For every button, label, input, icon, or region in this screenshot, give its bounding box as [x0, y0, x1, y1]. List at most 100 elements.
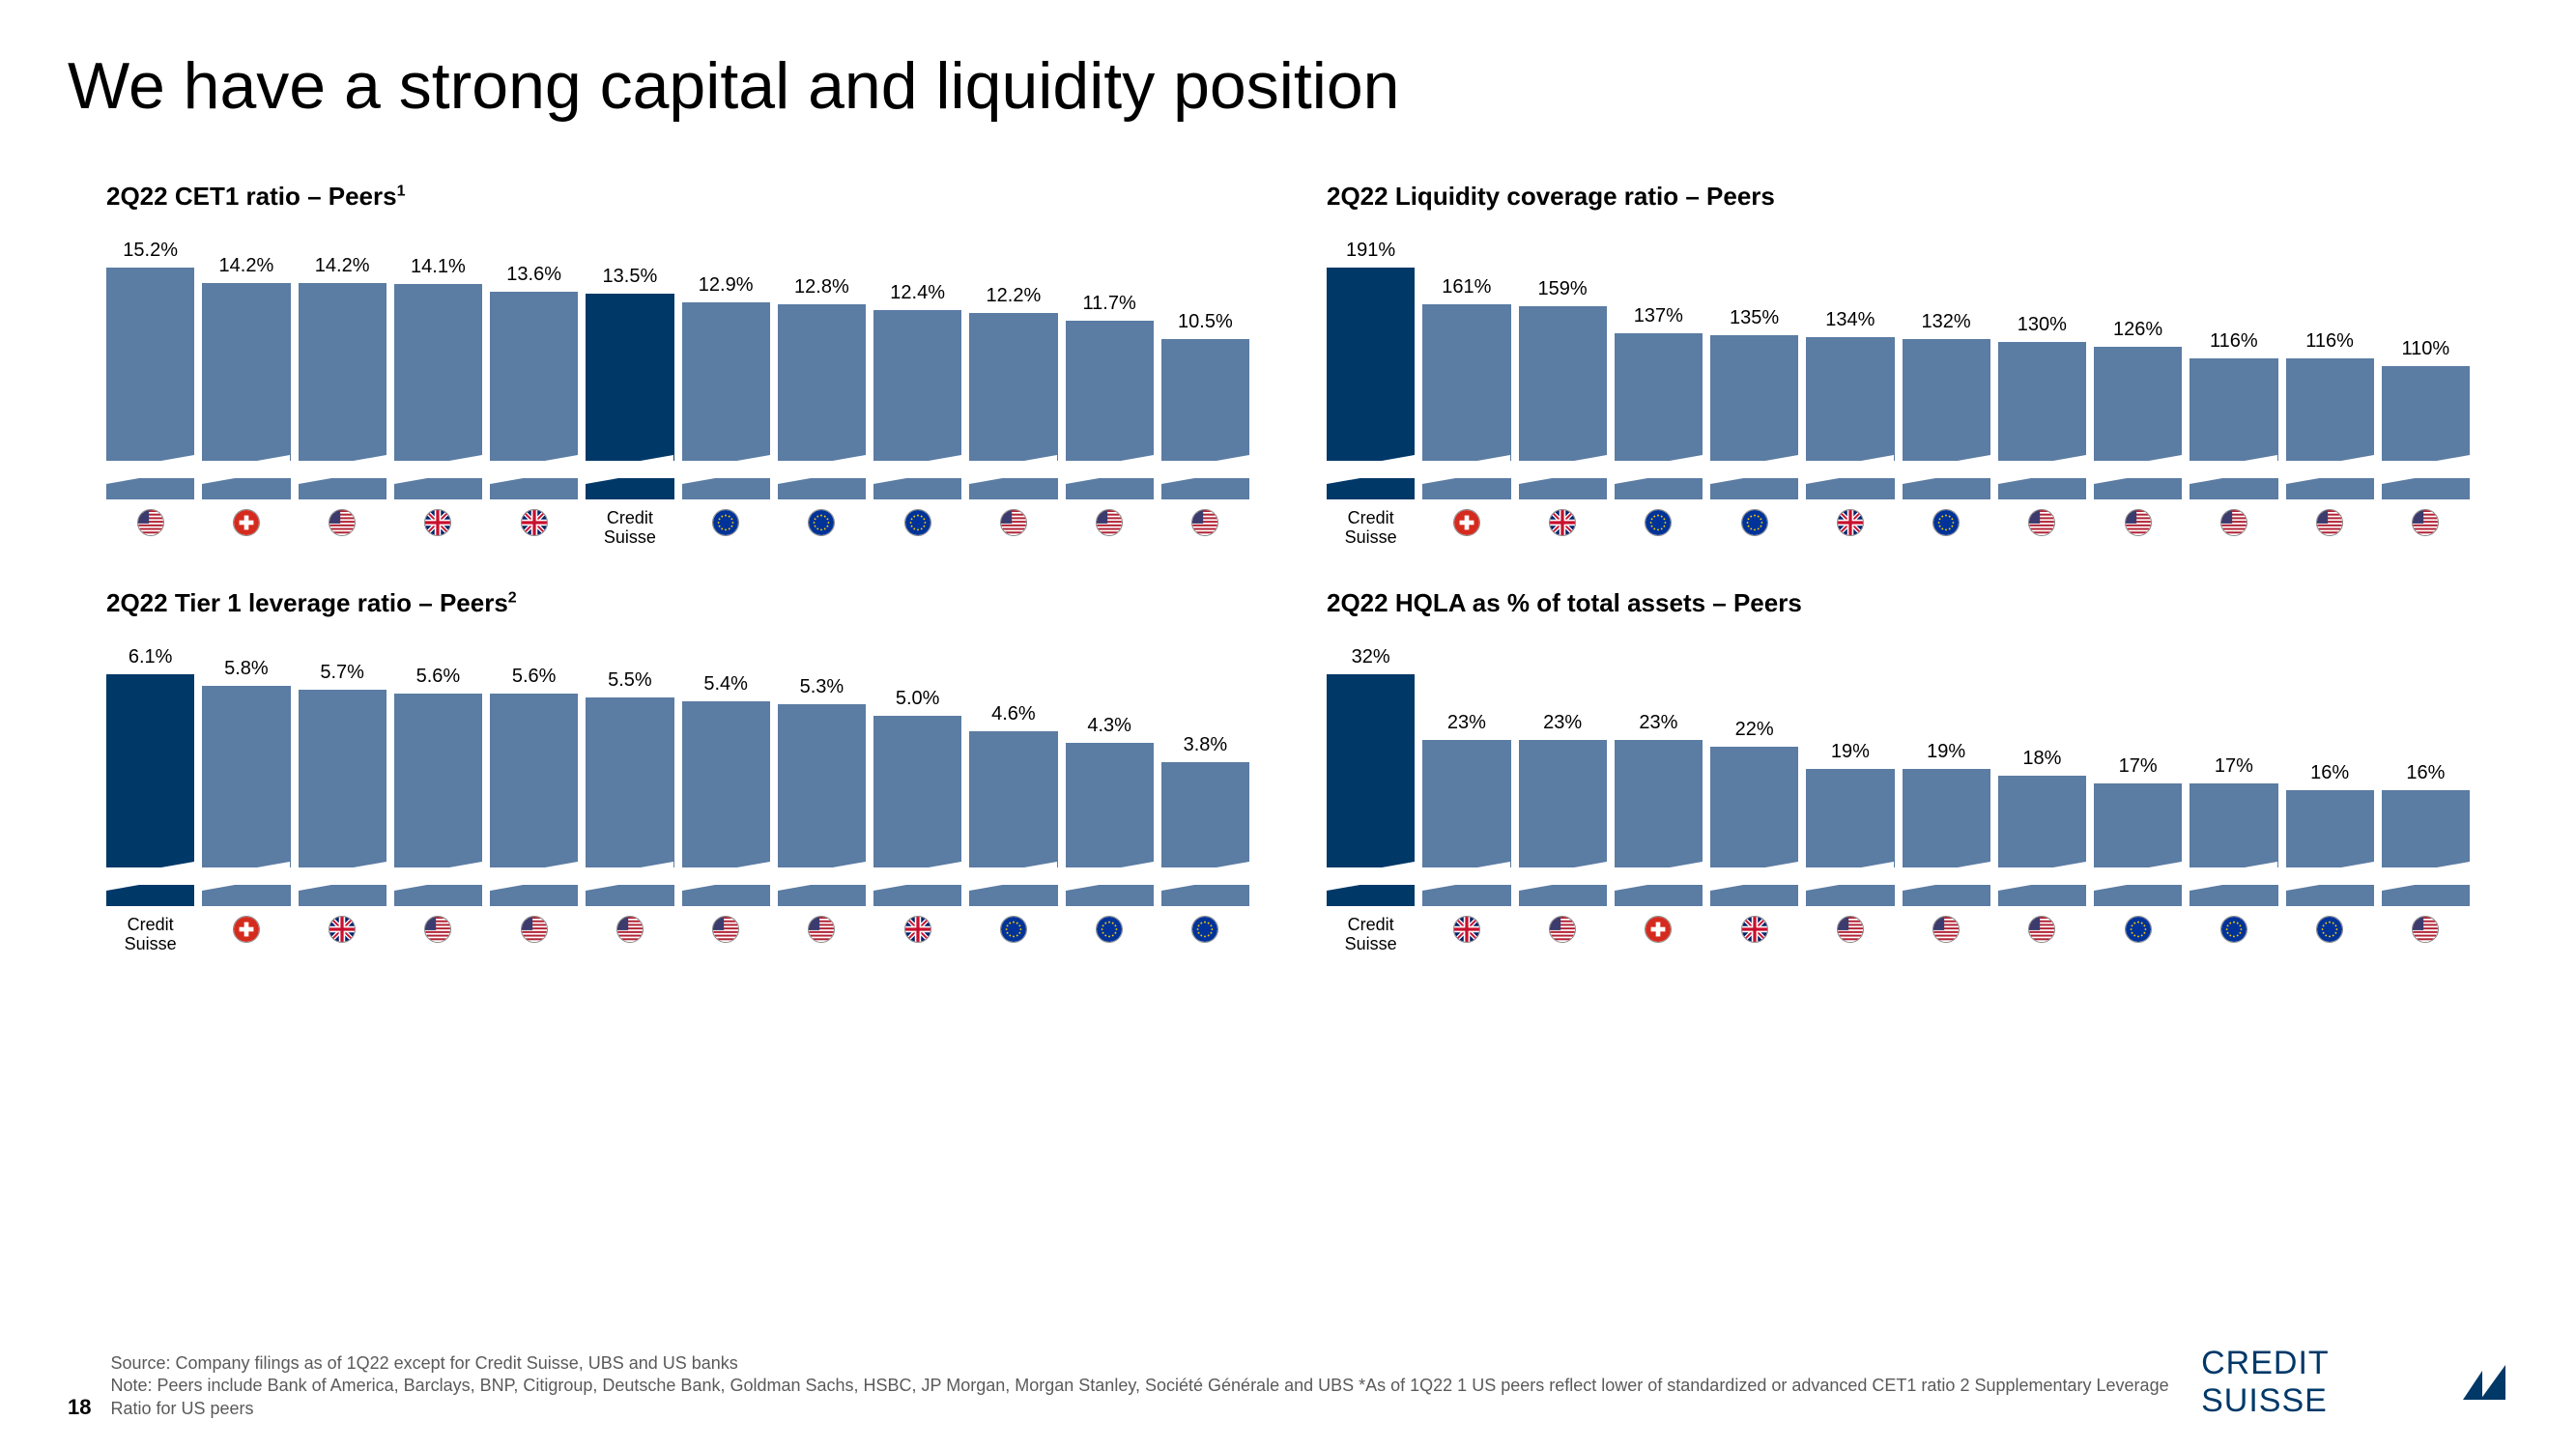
- bar-value-label: 11.7%: [1083, 293, 1136, 315]
- us-flag-icon: [2028, 509, 2055, 536]
- bar-col: 17%: [2190, 647, 2277, 956]
- bar-value-label: 191%: [1346, 240, 1395, 262]
- bar-value-label: 12.9%: [699, 274, 754, 297]
- bar-axis-label: [521, 509, 548, 550]
- bar-value-label: 137%: [1634, 305, 1683, 327]
- bar-top-segment: [778, 704, 866, 867]
- eu-flag-icon: [2125, 916, 2152, 943]
- peer-bar: [2382, 790, 2470, 906]
- bar-col: 134%: [1806, 241, 1894, 550]
- bar-value-label: 13.5%: [603, 266, 658, 288]
- chart-panel: 2Q22 CET1 ratio – Peers115.2% 14.2% 14.2…: [106, 182, 1249, 550]
- uk-flag-icon: [329, 916, 356, 943]
- bar-axis-label: [1645, 916, 1672, 956]
- bar-axis-label: [1837, 916, 1864, 956]
- bar-value-label: 23%: [1639, 712, 1677, 734]
- uk-flag-icon: [1837, 509, 1864, 536]
- uk-flag-icon: [904, 916, 931, 943]
- bar-top-segment: [299, 283, 386, 461]
- bar-value-label: 126%: [2113, 319, 2162, 341]
- logo-sails-icon: [2463, 1365, 2508, 1400]
- bar-top-segment: [2094, 783, 2182, 868]
- bar-top-segment: [106, 268, 194, 461]
- bar-col: 23%: [1615, 647, 1703, 956]
- bar-axis-label: [329, 509, 356, 550]
- bar-top-segment: [1806, 769, 1894, 868]
- credit-suisse-bar: [586, 294, 673, 499]
- bar-col: 13.6%: [490, 241, 578, 550]
- bar-axis-label: [2412, 509, 2439, 550]
- us-flag-icon: [1000, 509, 1027, 536]
- footer: 18 Source: Company filings as of 1Q22 ex…: [68, 1345, 2508, 1420]
- bar-value-label: 23%: [1543, 712, 1582, 734]
- bar-top-segment: [586, 294, 673, 461]
- bar-top-segment: [202, 686, 290, 867]
- peer-bar: [490, 694, 578, 906]
- bar-axis-label: [329, 916, 356, 956]
- eu-flag-icon: [2220, 916, 2247, 943]
- bar-top-segment: [586, 697, 673, 867]
- eu-flag-icon: [1645, 509, 1672, 536]
- bar-axis-label: [1191, 509, 1218, 550]
- bar-col: 130%: [1998, 241, 2086, 550]
- peer-bar: [969, 731, 1057, 906]
- us-flag-icon: [137, 509, 164, 536]
- bar-top-segment: [1903, 339, 1990, 461]
- bar-value-label: 16%: [2406, 762, 2445, 784]
- bar-col: 14.2%: [202, 241, 290, 550]
- bar-col: 19%: [1806, 647, 1894, 956]
- peer-bar: [682, 302, 770, 499]
- bar-axis-label: CreditSuisse: [1345, 916, 1397, 956]
- bar-top-segment: [2190, 358, 2277, 461]
- bar-col: 191%CreditSuisse: [1327, 241, 1415, 550]
- bar-top-segment: [682, 302, 770, 461]
- peer-bar: [1519, 306, 1607, 499]
- bar-value-label: 14.2%: [315, 255, 370, 277]
- bars-row: 6.1%CreditSuisse5.8% 5.7% 5.6% 5.6% 5.5%…: [106, 647, 1249, 956]
- bar-value-label: 5.6%: [416, 666, 461, 688]
- ch-flag-icon: [1645, 916, 1672, 943]
- eu-flag-icon: [2316, 916, 2343, 943]
- bar-top-segment: [1519, 740, 1607, 868]
- bar-top-segment: [490, 292, 578, 461]
- bar-col: 14.2%: [299, 241, 386, 550]
- bar-top-segment: [1066, 321, 1154, 461]
- bar-value-label: 12.8%: [794, 276, 849, 298]
- us-flag-icon: [2412, 509, 2439, 536]
- bar-col: 3.8%: [1161, 647, 1249, 956]
- bar-col: 132%: [1903, 241, 1990, 550]
- bar-value-label: 5.4%: [703, 673, 748, 696]
- bar-col: 12.8%: [778, 241, 866, 550]
- us-flag-icon: [2125, 509, 2152, 536]
- us-flag-icon: [2412, 916, 2439, 943]
- bar-axis-label: [808, 916, 835, 956]
- bar-axis-label: [424, 916, 451, 956]
- bar-top-segment: [1161, 339, 1249, 461]
- bar-axis-label: [1096, 509, 1123, 550]
- peer-bar: [1519, 740, 1607, 907]
- peer-bar: [106, 268, 194, 499]
- bar-axis-label: [233, 916, 260, 956]
- bar-axis-label: [1191, 916, 1218, 956]
- peer-bar: [2190, 358, 2277, 499]
- peer-bar: [1806, 769, 1894, 907]
- bar-top-segment: [1903, 769, 1990, 868]
- peer-bar: [1161, 339, 1249, 499]
- bar-axis-label: [233, 509, 260, 550]
- bar-value-label: 159%: [1538, 278, 1588, 300]
- bar-axis-label: [616, 916, 644, 956]
- bar-value-label: 19%: [1831, 741, 1870, 763]
- bar-axis-label: [1549, 509, 1576, 550]
- bars-row: 15.2% 14.2% 14.2% 14.1% 13.6% 13.5%Credi…: [106, 241, 1249, 550]
- bar-axis-label: [1932, 916, 1960, 956]
- us-flag-icon: [2028, 916, 2055, 943]
- bar-top-segment: [1710, 747, 1798, 867]
- footer-note: Note: Peers include Bank of America, Bar…: [110, 1375, 2201, 1420]
- bar-top-segment: [1998, 776, 2086, 867]
- peer-bar: [586, 697, 673, 906]
- ch-flag-icon: [233, 916, 260, 943]
- bar-axis-label: [2316, 509, 2343, 550]
- bar-value-label: 12.4%: [890, 282, 945, 304]
- bar-axis-label: [2125, 509, 2152, 550]
- uk-flag-icon: [1453, 916, 1480, 943]
